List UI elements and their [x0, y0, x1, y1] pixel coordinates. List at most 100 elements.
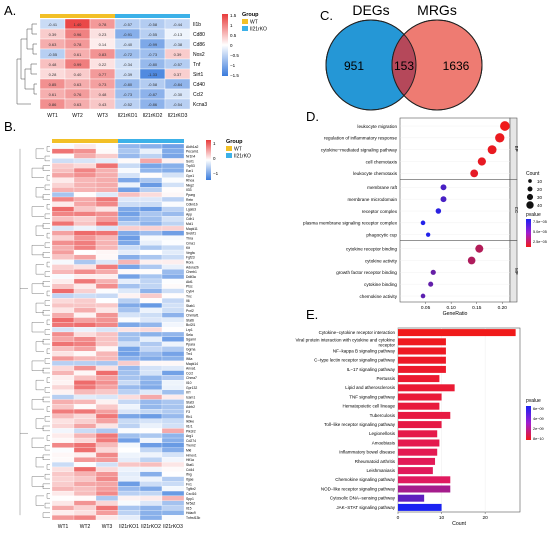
- heatmap-cell-value: 0.40: [74, 72, 83, 77]
- heatmap-cell: [95, 457, 119, 463]
- color-scale-tick: 0: [230, 43, 233, 48]
- heatmap-cell: [51, 201, 75, 207]
- heatmap-cell: [117, 409, 141, 415]
- heatmap-cell: [51, 500, 75, 506]
- heatmap-row-label: Nkg2: [186, 183, 194, 187]
- heatmap-cell: [161, 360, 185, 366]
- heatmap-cell: [51, 384, 75, 390]
- heatmap-cell: [73, 490, 97, 497]
- heatmap-cell: [117, 341, 141, 347]
- heatmap-cell: [139, 500, 163, 506]
- heatmap-cell: [139, 360, 163, 366]
- heatmap-cell: [117, 404, 141, 410]
- term-label: plasma membrane signaling receptor compl…: [303, 221, 398, 226]
- heatmap-cell: [51, 264, 75, 270]
- heatmap-cell: [51, 495, 75, 501]
- heatmap-cell: [117, 365, 141, 371]
- heatmap-cell-value: 0.78: [74, 42, 83, 47]
- heatmap-cell: [51, 187, 75, 193]
- heatmap-cell: [73, 336, 97, 342]
- dendrogram-branch: [35, 341, 44, 352]
- heatmap-cell: [95, 274, 119, 280]
- heatmap-cell: [161, 452, 185, 458]
- heatmap-cell: [139, 302, 163, 309]
- heatmap-cell: [51, 317, 75, 323]
- heatmap-cell: [139, 365, 163, 371]
- heatmap-cell: [117, 211, 141, 217]
- term-label: leukocyte chemotaxis: [353, 171, 398, 176]
- legend-label-ko: Il21rKO: [234, 154, 251, 160]
- heatmap-row-label: Pecam1: [186, 150, 199, 154]
- heatmap-row-label: Ptsc: [186, 285, 193, 289]
- heatmap-row-label: Trem2: [186, 444, 196, 448]
- heatmap-cell: [161, 394, 185, 400]
- color-legend-title: pvalue: [526, 398, 541, 404]
- heatmap-cell: [51, 206, 75, 212]
- heatmap-cell: [51, 167, 75, 174]
- heatmap-cell: [139, 230, 163, 236]
- category-label: Leishmaniasis: [366, 468, 395, 473]
- dendrogram-branch: [31, 245, 44, 256]
- heatmap-cell: [73, 153, 97, 159]
- heatmap-cell: [117, 298, 141, 304]
- heatmap-cell: [161, 466, 185, 472]
- heatmap-row-label: Pparg: [186, 193, 195, 197]
- heatmap-cell: [51, 240, 75, 246]
- heatmap-cell: [117, 254, 141, 260]
- category-label: Amoebiasis: [372, 440, 396, 445]
- heatmap-row-label: Cdkn1b: [186, 203, 198, 207]
- heatmap-cell: [139, 462, 163, 468]
- heatmap-cell: [161, 404, 185, 410]
- heatmap-row-label: Il7r: [186, 391, 192, 395]
- heatmap-col-label: WT2: [72, 113, 83, 119]
- dot-mark: [475, 244, 484, 253]
- dot-mark: [420, 220, 426, 226]
- group-bar-cell: [90, 14, 115, 18]
- heatmap-cell: [51, 225, 75, 231]
- heatmap-col-label: WT3: [102, 524, 113, 530]
- heatmap-cell: [95, 206, 119, 212]
- dendrogram-branch: [46, 146, 50, 152]
- heatmap-row-label: Tnfrsf13b: [186, 516, 200, 520]
- heatmap-row-label: Adrb2: [186, 405, 195, 409]
- heatmap-cell: [51, 418, 75, 424]
- heatmap-cell: [161, 221, 185, 227]
- dendrogram-branch: [44, 358, 50, 364]
- heatmap-cell: [95, 235, 119, 241]
- dendrogram-branch: [42, 339, 50, 345]
- heatmap-cell: [73, 360, 97, 366]
- color-scale-bar: [222, 14, 228, 76]
- heatmap-cell: [73, 177, 97, 183]
- heatmap-cell: [117, 418, 141, 424]
- heatmap-col-label: WT3: [97, 113, 108, 119]
- heatmap-cell: [117, 442, 141, 448]
- group-bar-cell: [162, 139, 184, 143]
- heatmap-cell: [161, 230, 185, 236]
- heatmap-row-label: Bcl2l1: [186, 323, 195, 327]
- heatmap-cell: [117, 307, 141, 313]
- heatmap-cell-value: -0.38: [173, 42, 183, 47]
- category-label: Rheumatoid arthritis: [355, 459, 396, 464]
- heatmap-col-label: WT2: [80, 524, 91, 530]
- heatmap-cell: [161, 375, 185, 381]
- heatmap-cell: [73, 428, 97, 434]
- heatmap-cell: [117, 490, 141, 497]
- dendrogram-branch: [42, 165, 50, 171]
- heatmap-cell: [139, 249, 163, 255]
- heatmap-cell: [139, 442, 163, 448]
- bar-mark: [398, 439, 440, 447]
- heatmap-cell: [73, 293, 97, 299]
- heatmap-cell: [139, 158, 163, 164]
- heatmap-cell: [139, 143, 163, 149]
- heatmap-cell: [139, 375, 163, 381]
- heatmap-row-label: Ddit3a: [186, 275, 196, 279]
- heatmap-cell: [117, 269, 141, 275]
- heatmap-cell-value: -0.80: [123, 82, 133, 87]
- heatmap-cell: [161, 399, 185, 405]
- heatmap-cell: [139, 192, 163, 198]
- heatmap-cell: [161, 351, 185, 357]
- heatmap-cell: [161, 288, 185, 294]
- heatmap-row-label: Anxa1: [186, 367, 196, 371]
- term-label: membrane raft: [367, 185, 398, 190]
- heatmap-cell: [73, 394, 97, 400]
